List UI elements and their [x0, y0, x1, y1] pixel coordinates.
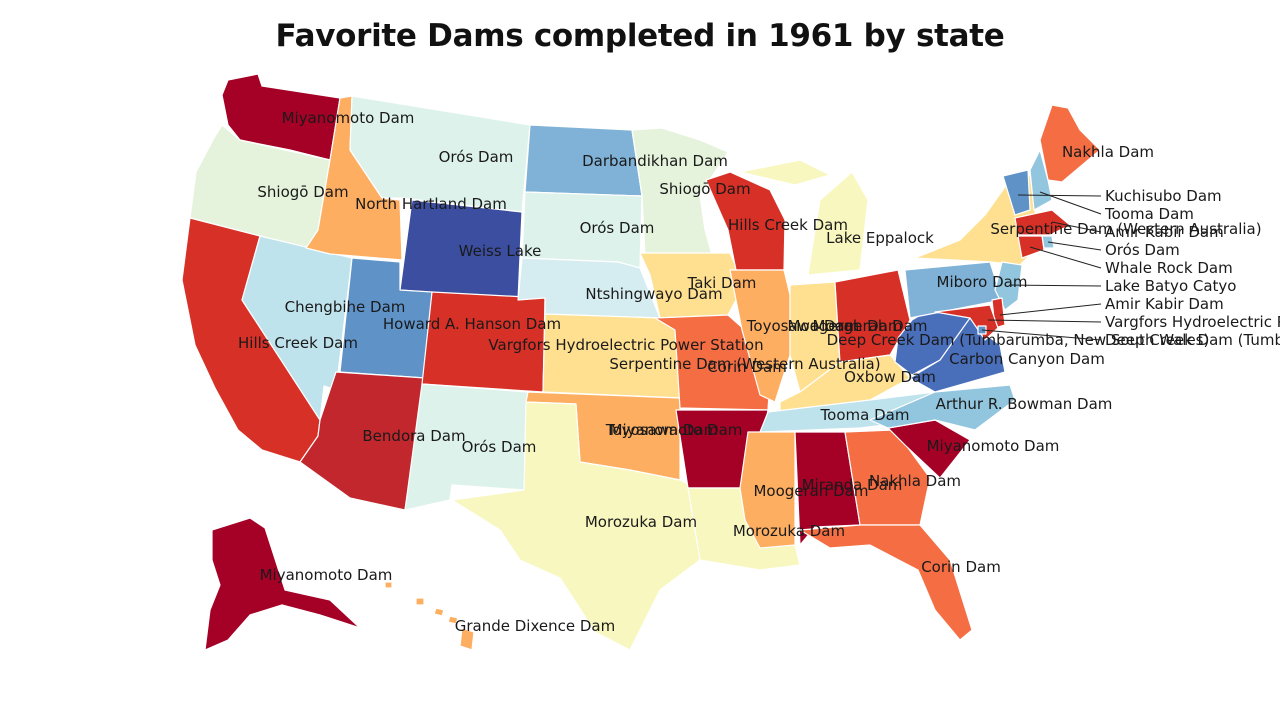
leader-line-nj — [1009, 284, 1102, 287]
state-ak — [204, 517, 361, 651]
state-label-la: Morozuka Dam — [733, 522, 845, 540]
leader-line-ma — [1051, 221, 1102, 233]
state-label-tn: Tooma Dam — [820, 406, 910, 424]
state-label-nh: Tooma Dam — [1104, 205, 1194, 223]
leader-line-dc — [981, 329, 1102, 341]
leader-line-md — [987, 319, 1102, 323]
state-label-hi: Grande Dixence Dam — [455, 617, 615, 635]
state-label-nj: Lake Batyo Catyo — [1105, 277, 1236, 295]
state-label-ia: Taki Dam — [687, 274, 757, 292]
state-label-oh: Moogerah Dam — [812, 317, 927, 335]
state-al — [794, 431, 861, 546]
state-label-mi: Lake Eppalock — [826, 229, 934, 247]
state-label-nv: Chengbihe Dam — [285, 298, 406, 316]
state-label-wv: Deep Creek Dam (Tumbarumba, New South Wa… — [827, 331, 1210, 349]
state-mi — [739, 159, 869, 276]
state-label-ky: Oxbow Dam — [844, 368, 936, 386]
state-tx — [451, 401, 701, 651]
state-mn — [631, 127, 729, 256]
state-label-pa: Miboro Dam — [937, 273, 1028, 291]
state-label-id: North Hartland Dam — [355, 195, 507, 213]
state-label-wa: Miyanomoto Dam — [282, 109, 415, 127]
state-label-wi: Hills Creek Dam — [728, 216, 848, 234]
state-label-ri: Orós Dam — [1105, 241, 1180, 259]
map-title: Favorite Dams completed in 1961 by state — [275, 18, 1005, 54]
leader-line-ct — [1029, 246, 1102, 269]
state-label-al: Miranda Dam — [802, 476, 903, 494]
leader-line-nh — [1039, 191, 1102, 215]
state-il — [729, 269, 791, 403]
state-label-md: Vargfors Hydroelectric Power Station — [1105, 313, 1280, 331]
state-label-ms: Moogerah Dam — [753, 482, 868, 500]
state-label-sd: Orós Dam — [580, 219, 655, 237]
state-label-tx: Morozuka Dam — [585, 513, 697, 531]
state-label-ny: Serpentine Dam (Western Australia) — [990, 220, 1261, 238]
state-label-ma: Amir Kabir Dam — [1105, 223, 1224, 241]
state-label-nm: Orós Dam — [462, 438, 537, 456]
state-label-me: Nakhla Dam — [1062, 143, 1154, 161]
state-label-ga: Nakhla Dam — [869, 472, 961, 490]
state-label-nc: Arthur R. Bowman Dam — [936, 395, 1113, 413]
state-label-ok: Toyosawa Dam — [605, 421, 718, 439]
state-ma — [1014, 209, 1071, 236]
state-label-fl: Corin Dam — [921, 558, 1001, 576]
state-nc — [869, 384, 1016, 431]
callout-leader-lines — [981, 191, 1102, 341]
state-label-mt: Orós Dam — [439, 148, 514, 166]
state-label-or: Shiogō Dam — [257, 183, 348, 201]
state-label-mo: Corin Dam — [707, 358, 787, 376]
leader-line-ri — [1047, 241, 1102, 251]
state-fl — [799, 524, 973, 641]
state-label-ak: Miyanomoto Dam — [260, 566, 393, 584]
leader-line-de — [999, 303, 1102, 316]
state-label-dc: Deep Creek Dam (Tumbarumba, New South Wa… — [1105, 331, 1280, 349]
state-label-in: Moogerah Dam — [787, 317, 902, 335]
state-labels: Miyanomoto Dam Shiogō Dam Hills Creek Dam C… — [238, 109, 1280, 635]
state-label-co: Vargfors Hydroelectric Power Station — [488, 336, 763, 354]
state-label-mn: Shiogō Dam — [659, 180, 750, 198]
state-label-ne: Ntshingwayo Dam — [585, 285, 722, 303]
state-label-ar: Miyanomoto Dam — [610, 421, 743, 439]
leader-line-vt — [1017, 194, 1102, 197]
state-hi — [384, 581, 475, 651]
state-label-va: Carbon Canyon Dam — [949, 350, 1105, 368]
state-label-sc: Miyanomoto Dam — [927, 437, 1060, 455]
state-label-il: Toyosawa Dam — [746, 317, 859, 335]
state-wi — [705, 171, 786, 271]
state-label-nd: Darbandikhan Dam — [582, 152, 728, 170]
state-label-ks: Serpentine Dam (Western Australia) — [609, 355, 880, 373]
state-ga — [844, 429, 931, 526]
state-label-wy: Weiss Lake — [459, 242, 542, 260]
state-vt — [1002, 169, 1031, 216]
state-label-az: Bendora Dam — [362, 427, 465, 445]
state-label-ct: Whale Rock Dam — [1105, 259, 1233, 277]
state-label-ut: Howard A. Hanson Dam — [383, 315, 561, 333]
state-label-de: Amir Kabir Dam — [1105, 295, 1224, 313]
state-me — [1039, 104, 1101, 183]
state-label-vt: Kuchisubo Dam — [1105, 187, 1222, 205]
state-shapes — [181, 73, 1101, 651]
state-label-ca: Hills Creek Dam — [238, 334, 358, 352]
